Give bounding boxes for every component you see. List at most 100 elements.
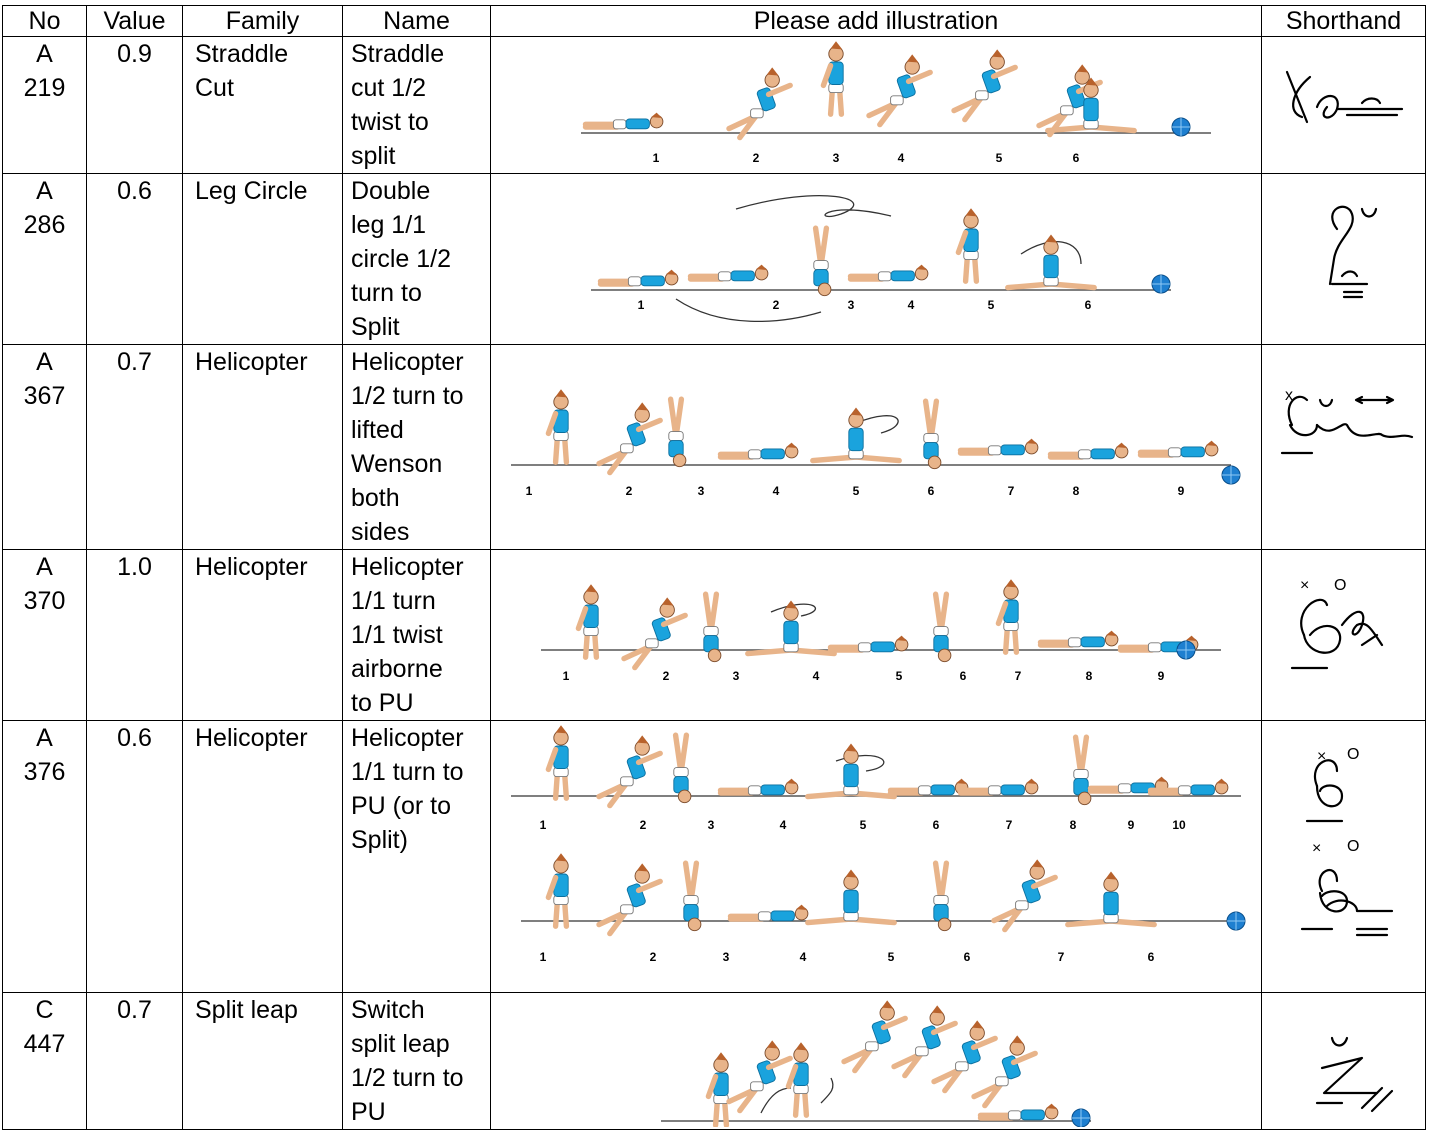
gymnast-figure: [922, 398, 942, 470]
cell-value: 0.7: [86, 992, 183, 1130]
gymnast-figure: [957, 438, 1039, 456]
name-line: Wenson: [351, 450, 443, 478]
name-line: 1/1 twist: [351, 621, 443, 649]
table-row: A 219 0.9 Straddle Cut Straddle cut 1/2 twist t…: [2, 36, 1426, 174]
step-number: 10: [1172, 818, 1186, 832]
gymnast-figure: [887, 778, 969, 796]
gymnast-figure: [957, 778, 1039, 796]
step-number: 7: [1058, 950, 1065, 964]
header-row: No Value Family Name Please add illustra…: [2, 5, 1426, 37]
cell-illustration: 1 2 3 4 5 6: [490, 173, 1262, 345]
step-number: 6: [960, 669, 967, 683]
name-line: Helicopter: [351, 724, 464, 752]
gymnast-figure: [827, 635, 909, 653]
gymnast-figure: [597, 269, 679, 287]
name-line: Double: [351, 177, 431, 205]
step-number: 3: [833, 151, 840, 165]
cell-no: A 376: [2, 720, 87, 993]
gymnast-figure: [621, 597, 688, 671]
gymnast-figure: [847, 264, 929, 282]
ball-icon: [1221, 465, 1241, 485]
helicopter-pu-symbol-icon: × O × O: [1300, 746, 1394, 937]
name-line: both: [351, 484, 400, 512]
cell-value: 0.7: [86, 344, 183, 550]
rotation-arrow-icon: [1020, 241, 1082, 265]
family-line: Leg Circle: [195, 177, 308, 205]
family-line: Straddle: [195, 40, 289, 68]
element-illustration: 1 2 3 4 5 6 7 8 9 10 1 2 3 4 5 6 7 6: [511, 725, 1246, 964]
family-line: Helicopter: [195, 553, 308, 581]
ball-icon: [1171, 117, 1191, 137]
element-group-letter: A: [36, 553, 53, 581]
gymnast-figure: [1037, 630, 1119, 648]
step-number: 6: [1148, 950, 1155, 964]
element-illustration: 1 2 3 4 5 6: [581, 41, 1211, 165]
gymnast-figure: [582, 112, 664, 130]
ball-icon: [1176, 640, 1196, 660]
step-number: 4: [908, 298, 915, 312]
name-line: airborne: [351, 655, 443, 683]
cell-family: Helicopter: [182, 549, 343, 721]
gymnast-figure: [932, 591, 952, 663]
cell-no: A 367: [2, 344, 87, 550]
step-number: 4: [813, 669, 820, 683]
element-group-letter: A: [36, 724, 53, 752]
step-number: 4: [773, 484, 780, 498]
cell-name: Straddle cut 1/2 twist to split: [342, 36, 491, 174]
gymnast-figure: [596, 863, 663, 937]
gymnast-figure: [705, 1052, 730, 1127]
header-illustration: Please add illustration: [490, 5, 1262, 37]
ball-icon: [1151, 274, 1171, 294]
step-number: 1: [563, 669, 570, 683]
cell-illustration: 1 2 3 4 5 6 7 8 9: [490, 549, 1262, 721]
gymnast-figure: [812, 225, 832, 297]
gymnast-figure: [575, 584, 600, 660]
rotation-arrow-icon: [835, 754, 885, 772]
step-number: 7: [1006, 818, 1013, 832]
gymnast-figure: [971, 1035, 1038, 1109]
step-number: 2: [663, 669, 670, 683]
step-number: 4: [800, 950, 807, 964]
step-number: 1: [653, 151, 660, 165]
cell-shorthand: [1261, 992, 1426, 1130]
cell-family: Helicopter: [182, 344, 343, 550]
rotation-arrow-icon: [820, 1077, 834, 1104]
helicopter-wenson-symbol-icon: x: [1280, 387, 1414, 455]
rotation-arrow-icon: [760, 1087, 792, 1114]
cell-name: Helicopter 1/1 turn to PU (or to Split): [342, 720, 491, 993]
name-line: Helicopter: [351, 348, 464, 376]
step-number: 7: [1015, 669, 1022, 683]
step-number: 9: [1178, 484, 1185, 498]
gymnast-figure: [727, 904, 809, 922]
name-line: leg 1/1: [351, 211, 427, 239]
cell-shorthand: [1261, 36, 1426, 174]
gymnast-figure: [1137, 440, 1219, 458]
element-number: 286: [23, 211, 66, 239]
name-line: 1/2 turn to: [351, 382, 464, 410]
family-line: Split leap: [195, 996, 298, 1024]
svg-text:O: O: [1334, 577, 1346, 594]
name-line: Helicopter: [351, 553, 464, 581]
svg-text:O: O: [1347, 838, 1359, 855]
gymnast-figure: [1065, 871, 1157, 928]
step-number: 5: [853, 484, 860, 498]
step-number: 3: [733, 669, 740, 683]
table-row: A 370 1.0 Helicopter Helicopter 1/1 turn 1/1 t…: [2, 549, 1426, 721]
gymnast-figure: [977, 1103, 1059, 1121]
straddle-cut-symbol-icon: [1285, 70, 1404, 124]
step-number: 3: [848, 298, 855, 312]
step-number: 8: [1073, 484, 1080, 498]
name-line: 1/1 turn: [351, 587, 436, 615]
name-line: to PU: [351, 689, 414, 717]
element-number: 447: [23, 1030, 66, 1058]
helicopter-twist-symbol-icon: × O: [1290, 577, 1384, 670]
gymnast-figure: [841, 1000, 908, 1074]
step-number: 1: [526, 484, 533, 498]
gymnast-figure: [955, 208, 980, 284]
header-name: Name: [342, 5, 491, 37]
step-number: 3: [723, 950, 730, 964]
svg-text:×: ×: [1317, 748, 1326, 765]
leg-circle-symbol-icon: [1328, 205, 1378, 299]
cell-value: 0.6: [86, 720, 183, 993]
